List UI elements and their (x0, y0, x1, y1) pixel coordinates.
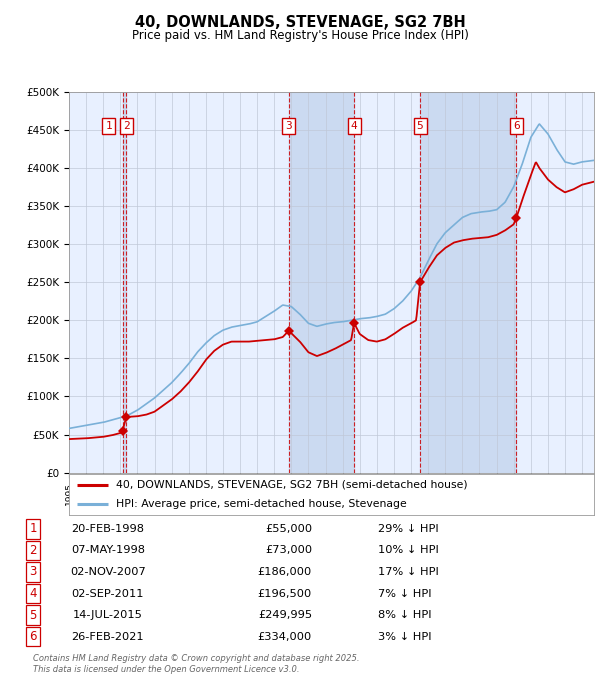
Text: 3: 3 (285, 121, 292, 131)
Text: 3: 3 (29, 566, 37, 579)
Text: 40, DOWNLANDS, STEVENAGE, SG2 7BH: 40, DOWNLANDS, STEVENAGE, SG2 7BH (134, 15, 466, 30)
Text: 4: 4 (350, 121, 358, 131)
Text: 02-NOV-2007: 02-NOV-2007 (70, 567, 146, 577)
Bar (420, 92, 516, 473)
Text: 07-MAY-1998: 07-MAY-1998 (71, 545, 145, 556)
Text: Price paid vs. HM Land Registry's House Price Index (HPI): Price paid vs. HM Land Registry's House … (131, 29, 469, 41)
Text: 8% ↓ HPI: 8% ↓ HPI (378, 610, 431, 620)
Text: £196,500: £196,500 (258, 588, 312, 598)
Text: £73,000: £73,000 (265, 545, 312, 556)
Text: 40, DOWNLANDS, STEVENAGE, SG2 7BH (semi-detached house): 40, DOWNLANDS, STEVENAGE, SG2 7BH (semi-… (116, 480, 468, 490)
Bar (289, 92, 354, 473)
Text: 2: 2 (29, 544, 37, 557)
Text: £249,995: £249,995 (258, 610, 312, 620)
Text: 17% ↓ HPI: 17% ↓ HPI (378, 567, 439, 577)
Text: 6: 6 (29, 630, 37, 643)
Text: 26-FEB-2021: 26-FEB-2021 (71, 632, 145, 642)
Text: Contains HM Land Registry data © Crown copyright and database right 2025.
This d: Contains HM Land Registry data © Crown c… (33, 654, 359, 674)
Text: 29% ↓ HPI: 29% ↓ HPI (378, 524, 439, 534)
Text: £55,000: £55,000 (265, 524, 312, 534)
Text: HPI: Average price, semi-detached house, Stevenage: HPI: Average price, semi-detached house,… (116, 498, 407, 509)
Text: 4: 4 (29, 587, 37, 600)
Text: 1: 1 (29, 522, 37, 535)
Text: £334,000: £334,000 (258, 632, 312, 642)
Text: 6: 6 (513, 121, 520, 131)
Text: £186,000: £186,000 (258, 567, 312, 577)
Text: 3% ↓ HPI: 3% ↓ HPI (378, 632, 431, 642)
Text: 10% ↓ HPI: 10% ↓ HPI (378, 545, 439, 556)
Text: 20-FEB-1998: 20-FEB-1998 (71, 524, 145, 534)
Text: 7% ↓ HPI: 7% ↓ HPI (378, 588, 431, 598)
Text: 5: 5 (29, 609, 37, 622)
Text: 14-JUL-2015: 14-JUL-2015 (73, 610, 143, 620)
Text: 1: 1 (106, 121, 112, 131)
Bar (122, 92, 126, 473)
Text: 2: 2 (123, 121, 130, 131)
Text: 02-SEP-2011: 02-SEP-2011 (72, 588, 144, 598)
Text: 5: 5 (417, 121, 424, 131)
